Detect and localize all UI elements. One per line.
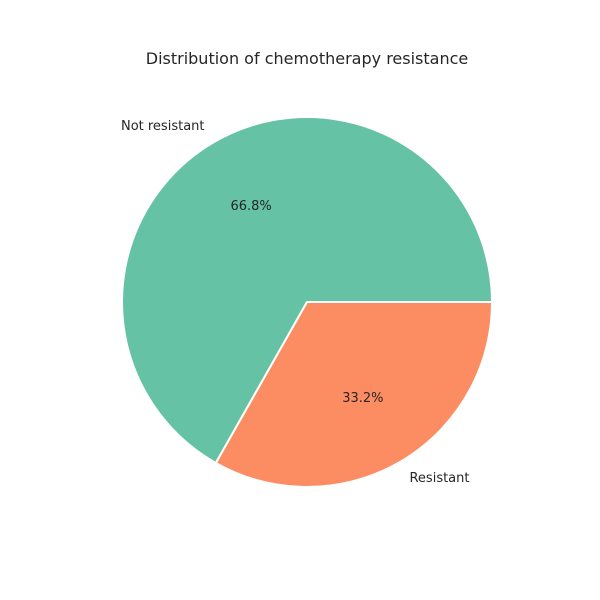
pie-labels: Not resistant 66.8% Resistant 33.2% [121, 119, 470, 486]
pie-slice-not-resistant [121, 116, 494, 465]
slice-label: Not resistant [121, 119, 205, 134]
slice-percent-label: 33.2% [342, 391, 383, 406]
slice-label: Resistant [409, 471, 469, 486]
chart-title: Distribution of chemotherapy resistance [146, 49, 469, 68]
pie-slice-resistant [214, 301, 494, 488]
pie-slices [121, 116, 494, 488]
slice-percent-label: 66.8% [230, 199, 271, 214]
